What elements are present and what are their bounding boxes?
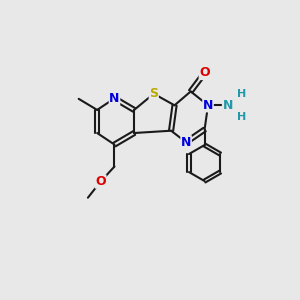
Text: N: N [203,99,213,112]
Text: O: O [199,67,210,80]
Text: S: S [149,87,158,100]
Text: H: H [237,89,246,99]
Text: N: N [181,136,191,149]
Text: O: O [95,175,106,188]
Text: N: N [223,99,233,112]
Text: N: N [109,92,120,105]
Text: H: H [237,112,246,122]
